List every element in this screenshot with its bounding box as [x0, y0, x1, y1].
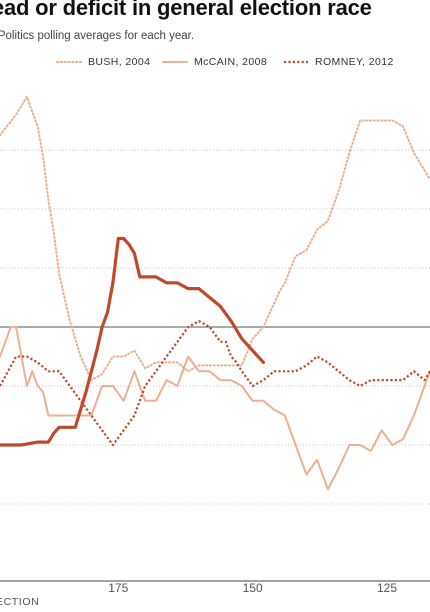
x-tick-label: 125 [377, 581, 397, 595]
series-line-solid [0, 326, 430, 491]
series-line-dashed [0, 320, 430, 447]
x-tick-label: 150 [243, 581, 263, 595]
legend-swatch-bush [56, 61, 82, 63]
legend-item-mccain: McCAIN, 2008 [162, 56, 267, 68]
legend-label-bush: BUSH, 2004 [88, 56, 151, 68]
x-tick-label: 175 [108, 581, 128, 595]
series-line-bold [0, 236, 265, 447]
chart-subtitle: rPolitics polling averages for each year… [0, 30, 195, 42]
legend-label-romney: ROMNEY, 2012 [315, 56, 394, 68]
chart-title: lead or deficit in general election race [0, 0, 372, 20]
legend: BUSH, 2004 McCAIN, 2008 ROMNEY, 2012 [0, 56, 430, 72]
source-footer: ECTION [0, 596, 40, 608]
legend-item-bush: BUSH, 2004 [56, 56, 150, 68]
legend-swatch-mccain [162, 61, 188, 63]
legend-item-romney: ROMNEY, 2012 [283, 56, 394, 68]
series-line-dotted [0, 95, 430, 382]
legend-label-mccain: McCAIN, 2008 [194, 56, 268, 68]
